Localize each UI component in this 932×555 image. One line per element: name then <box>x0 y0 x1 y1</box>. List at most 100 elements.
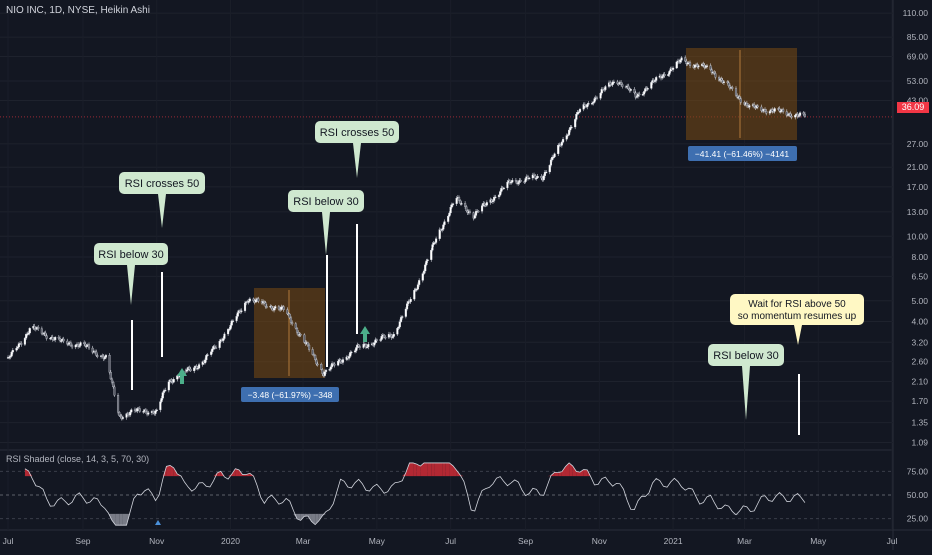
candle-body <box>790 114 792 116</box>
rsi-overbought-fill <box>446 463 450 476</box>
candle-body <box>713 72 715 73</box>
callout-rsi-crosses-50-2-text: RSI crosses 50 <box>320 127 395 139</box>
candle-body <box>11 352 13 356</box>
rsi-overbought-fill <box>431 463 435 476</box>
candle-body <box>613 82 615 83</box>
candle-body <box>562 139 564 142</box>
candle-body <box>374 343 376 346</box>
candle-body <box>324 372 326 376</box>
candle-body <box>244 303 246 311</box>
candle-body <box>198 365 200 369</box>
candle-body <box>627 86 629 89</box>
price-axis: 110.0085.0069.0053.0043.0027.0021.0017.0… <box>903 8 929 447</box>
candle-body <box>791 116 793 117</box>
price-tick-label: 110.00 <box>903 8 929 18</box>
candle-body <box>447 216 449 221</box>
candle-body <box>617 82 619 84</box>
rsi-overbought-fill <box>435 463 439 476</box>
candle-body <box>469 212 471 213</box>
candle-body <box>303 335 305 343</box>
time-tick-label: Jul <box>3 536 14 546</box>
candle-body <box>664 74 666 75</box>
marker-bar <box>326 255 328 367</box>
candle-body <box>16 348 18 350</box>
candle-body <box>291 323 293 324</box>
candle-body <box>109 355 111 372</box>
candle-body <box>654 80 656 81</box>
candle-body <box>196 366 198 368</box>
rsi-oversold-fill <box>116 514 120 525</box>
candle-body <box>278 307 280 310</box>
candle-body <box>322 369 324 373</box>
candle-body <box>253 299 255 301</box>
candle-body <box>746 103 748 105</box>
candle-body <box>779 109 781 112</box>
time-tick-label: 2020 <box>221 536 240 546</box>
candle-body <box>426 261 428 265</box>
candle-body <box>465 207 467 211</box>
candle-body <box>710 66 712 70</box>
candle-body <box>604 87 606 90</box>
rsi-level-label: 25.00 <box>907 514 929 524</box>
candle-body <box>168 382 170 390</box>
candle-body <box>54 337 56 340</box>
candle-body <box>459 200 461 203</box>
candle-body <box>507 182 509 188</box>
candle-body <box>325 370 327 371</box>
price-tick-label: 69.00 <box>907 51 929 61</box>
candle-body <box>290 318 292 323</box>
candle-body <box>561 142 563 145</box>
time-tick-label: Nov <box>149 536 165 546</box>
candle-body <box>129 412 131 415</box>
candle-body <box>237 313 239 317</box>
indicator-title: RSI Shaded (close, 14, 3, 5, 70, 30) <box>6 454 149 464</box>
candle-body <box>329 369 331 370</box>
candle-body <box>401 317 403 318</box>
candle-body <box>681 58 683 61</box>
candle-body <box>643 91 645 94</box>
candle-body <box>609 83 611 85</box>
candle-body <box>464 203 466 206</box>
current-price-badge: 36.09 <box>897 102 929 113</box>
time-tick-label: May <box>369 536 386 546</box>
candle-body <box>393 334 395 336</box>
candle-body <box>765 111 767 113</box>
candle-body <box>265 303 267 307</box>
candle-body <box>348 356 350 358</box>
candle-body <box>760 107 762 111</box>
candle-body <box>161 398 163 402</box>
candle-body <box>494 197 496 198</box>
candle-body <box>383 335 385 337</box>
candle-body <box>444 222 446 225</box>
candle-body <box>422 274 424 281</box>
candle-body <box>193 368 195 371</box>
candle-body <box>359 347 361 348</box>
rsi-overbought-fill <box>439 463 443 476</box>
candle-body <box>630 89 632 90</box>
candle-body <box>503 188 505 189</box>
candle-body <box>95 352 97 356</box>
time-tick-label: Mar <box>296 536 311 546</box>
candle-body <box>740 99 742 103</box>
rsi-overbought-fill <box>413 463 417 476</box>
candle-body <box>689 63 691 66</box>
candle-body <box>334 364 336 365</box>
price-tick-label: 85.00 <box>907 32 929 42</box>
candle-body <box>721 79 723 80</box>
candle-body <box>545 172 547 173</box>
candle-body <box>63 339 65 341</box>
candle-body <box>621 84 623 86</box>
candle-body <box>399 322 401 327</box>
candle-body <box>753 105 755 107</box>
candle-body <box>320 364 322 369</box>
candle-body <box>104 357 106 358</box>
candle-body <box>550 160 552 165</box>
candle-body <box>706 66 708 67</box>
candle-body <box>669 71 671 74</box>
callout-wait-line2: so momentum resumes up <box>738 311 857 322</box>
candle-body <box>17 347 19 348</box>
candle-body <box>481 206 483 212</box>
